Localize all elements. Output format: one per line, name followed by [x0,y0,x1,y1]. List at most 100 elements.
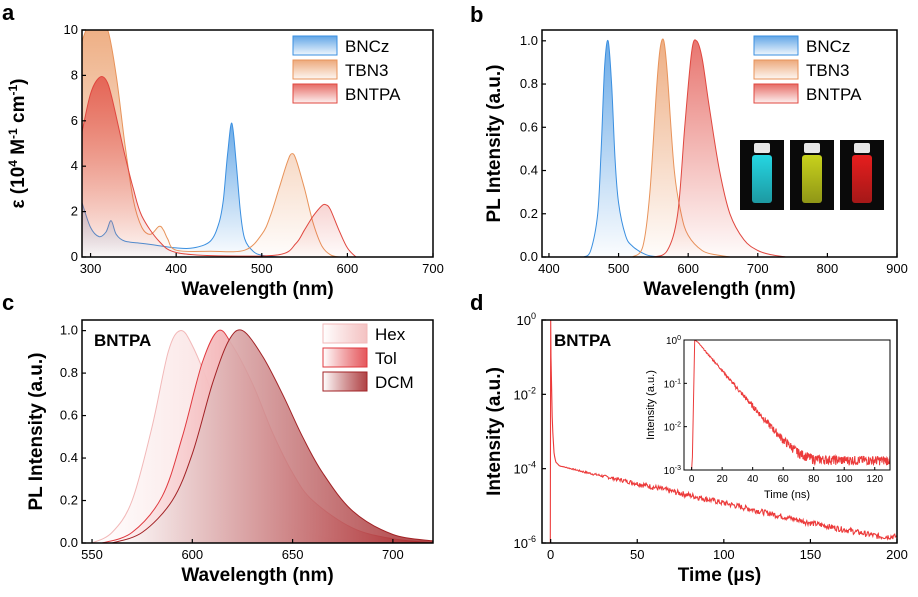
legend-swatch [753,83,799,104]
plot-area [583,38,786,257]
legend-label: Hex [375,325,406,344]
legend-swatch [322,347,368,368]
legend-swatch [292,59,338,80]
y-tick-label: 1.0 [520,33,538,48]
inset-y-tick-label: 100 [666,335,681,347]
vial-liquid [802,155,822,203]
y-tick-label: 10-2 [514,385,536,402]
y-tick-label: 0.2 [520,206,538,221]
plot-area [82,30,357,257]
y-tick-label: 1.0 [60,323,78,338]
x-tick-label: 100 [713,547,735,562]
y-axis-label: Intensity (a.u.) [484,367,505,496]
legend-swatch [753,59,799,80]
x-tick-label: 700 [382,547,404,562]
inset-y-tick-label: 10-2 [664,422,681,434]
plot-frame [81,29,434,258]
decay-curve [542,320,897,543]
y-tick-label: 2 [71,204,78,219]
y-tick-label: 6 [71,113,78,128]
panel-a-chart: 300 400 500 600 700 0 2 4 6 8 10 Wavelength (nm) BNC… [6,22,444,300]
x-tick-label: 500 [608,261,630,276]
x-tick-label: 400 [165,261,187,276]
y-tick-label: 0.4 [520,163,538,178]
legend-label: DCM [375,373,414,392]
y-tick-label: 8 [71,67,78,82]
y-tick-label: 0.8 [520,76,538,91]
vial-photo [740,140,784,210]
x-tick-label: 150 [800,547,822,562]
y-tick-label: 0.4 [60,450,78,465]
inset-x-tick-label: 40 [747,474,759,485]
vial-cap [754,143,770,153]
legend-label: BNCz [345,37,389,56]
legend-label: TBN3 [345,61,388,80]
panel-letter-b: b [470,2,483,27]
vial-liquid [752,155,772,203]
plot-frame [541,29,898,258]
x-tick-label: 600 [677,261,699,276]
x-axis-label: Time (µs) [678,565,761,586]
plot-area [91,329,433,543]
series-area-bncz [583,40,661,257]
legend-label: Tol [375,349,397,368]
legend-label: BNCz [806,37,850,56]
x-tick-label: 650 [282,547,304,562]
y-tick-label: 10-4 [514,460,536,477]
panel-b-chart: 400 500 600 700 800 900 0.0 0.2 0.4 0.6 0.8 1.0 Wave… [484,29,908,300]
legend-label: BNTPA [345,85,401,104]
series-line-tbn3 [82,30,339,257]
legend-swatch [292,83,338,104]
x-tick-label: 900 [886,261,908,276]
y-tick-label: 100 [517,311,536,328]
legend-swatch [322,323,368,344]
inset-x-tick-label: 120 [866,474,883,485]
x-axis-label: Wavelength (nm) [643,279,795,300]
series-line-bntpa [82,75,357,257]
y-tick-label: 0 [71,249,78,264]
series-area-bncz [82,123,279,257]
legend-swatch [322,371,368,392]
x-tick-label: 200 [886,547,908,562]
y-tick-label: 0.6 [60,408,78,423]
inset-x-tick-label: 100 [836,474,853,485]
y-tick-label: 10-6 [514,534,536,551]
series-area-bntpa [82,76,356,257]
series-line-bntpa [653,39,786,257]
x-tick-label: 600 [337,261,359,276]
series-line-dcm [111,329,433,543]
inset-x-tick-label: 0 [689,474,695,485]
y-axis-label: ε (104 M-1 cm-1) [6,79,29,209]
x-tick-label: 50 [630,547,644,562]
x-tick-label: 700 [422,261,444,276]
y-tick-label: 0.2 [60,493,78,508]
x-axis-label: Wavelength (nm) [181,279,333,300]
x-tick-label: 600 [181,547,203,562]
y-tick-label: 0.8 [60,365,78,380]
plot-frame [81,319,434,544]
legend-label: BNTPA [806,85,862,104]
vial-liquid [852,155,872,203]
plot-frame [541,319,898,544]
panel-letter-a: a [2,0,15,25]
inset-x-tick-label: 80 [808,474,820,485]
x-tick-label: 400 [538,261,560,276]
panel-letter-c: c [2,290,14,315]
y-tick-label: 0.0 [60,535,78,550]
plot-area [542,320,897,543]
x-tick-label: 500 [251,261,273,276]
legend-swatch [753,35,799,56]
x-tick-label: 300 [80,261,102,276]
x-tick-label: 700 [747,261,769,276]
panel-c-chart: 550 600 650 700 0.0 0.2 0.4 0.6 0.8 1.0 Wavelength… [26,319,434,586]
x-tick-label: 0 [547,547,554,562]
inset-y-tick-label: 10-3 [664,465,681,477]
y-axis-label: PL Intensity (a.u.) [484,64,505,222]
inset-chart: 0 20 40 60 80 100 120 10-3 10-2 10-1 100 Time (ns) I… [645,335,891,501]
inset-x-tick-label: 20 [717,474,729,485]
y-tick-label: 0.0 [520,249,538,264]
y-axis-label: PL Intensity (a.u.) [26,352,47,510]
vial-cap [804,143,820,153]
legend-swatch [292,35,338,56]
series-area-bntpa [653,39,786,257]
